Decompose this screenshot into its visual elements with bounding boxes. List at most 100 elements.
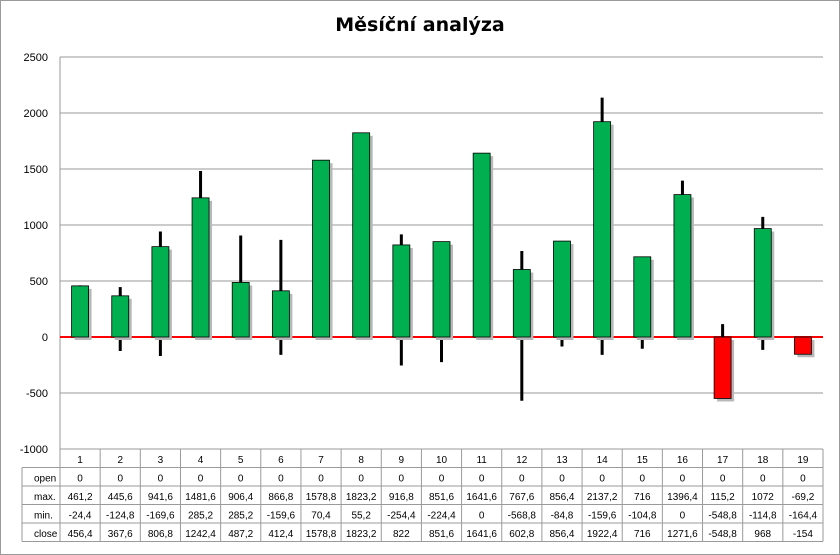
table-cell: 1578,8 (306, 492, 337, 503)
table-cell: 0 (800, 474, 806, 485)
candle-body (111, 295, 130, 338)
table-cell: 0 (358, 474, 364, 485)
table-cell: 0 (77, 474, 83, 485)
y-tick-label: 500 (30, 276, 48, 288)
table-cell: 1072 (752, 492, 775, 503)
x-category-label: 9 (399, 455, 405, 466)
table-cell: 1922,4 (587, 529, 618, 540)
candle-body (271, 290, 290, 338)
table-cell: 0 (599, 474, 605, 485)
candle-body (713, 336, 732, 399)
table-cell: -254,4 (387, 511, 416, 522)
table-cell: 716 (634, 492, 651, 503)
table-cell: -154 (793, 529, 813, 540)
table-cell: 851,6 (429, 529, 454, 540)
y-tick-label: 1000 (24, 220, 48, 232)
table-cell: 0 (720, 474, 726, 485)
candle-body (71, 285, 89, 338)
table-cell: 0 (399, 474, 405, 485)
table-cell: -24,4 (69, 511, 92, 522)
table-cell: 2137,2 (587, 492, 618, 503)
x-category-label: 17 (717, 455, 729, 466)
table-row-label: min. (34, 511, 53, 522)
table-cell: -104,8 (628, 511, 657, 522)
table-cell: -84,8 (551, 511, 574, 522)
candle-body (593, 121, 612, 338)
table-cell: 0 (439, 474, 445, 485)
table-cell: 806,8 (148, 529, 173, 540)
table-row-label: close (34, 529, 58, 540)
table-cell: 1641,6 (466, 529, 497, 540)
table-cell: -159,6 (588, 511, 617, 522)
table-cell: 55,2 (351, 511, 371, 522)
x-category-label: 19 (797, 455, 809, 466)
table-cell: 968 (754, 529, 771, 540)
candle-body (151, 246, 170, 338)
table-cell: 851,6 (429, 492, 454, 503)
table-cell: -164,4 (789, 511, 818, 522)
x-category-label: 13 (556, 455, 568, 466)
x-category-label: 1 (77, 455, 83, 466)
x-category-label: 15 (637, 455, 649, 466)
table-cell: 0 (760, 474, 766, 485)
table-cell: 0 (479, 474, 485, 485)
candle-body (673, 194, 692, 338)
table-cell: 115,2 (710, 492, 735, 503)
x-category-label: 7 (318, 455, 324, 466)
table-cell: 602,8 (509, 529, 534, 540)
table-cell: 0 (318, 474, 324, 485)
candle-body (432, 241, 451, 338)
x-category-label: 18 (757, 455, 769, 466)
table-cell: 487,2 (228, 529, 253, 540)
table-cell: 866,8 (268, 492, 293, 503)
y-tick-label: 2000 (24, 108, 48, 120)
table-cell: 822 (393, 529, 410, 540)
y-tick-label: 2500 (24, 52, 48, 64)
table-cell: -568,8 (508, 511, 537, 522)
table-cell: 0 (519, 474, 525, 485)
table-cell: -548,8 (708, 529, 737, 540)
table-cell: 0 (640, 474, 646, 485)
x-category-label: 8 (358, 455, 364, 466)
table-cell: -169,6 (146, 511, 175, 522)
x-category-label: 10 (436, 455, 448, 466)
table-cell: 1578,8 (306, 529, 337, 540)
candle-body (553, 240, 571, 338)
candle-body (633, 256, 652, 338)
table-cell: 767,6 (509, 492, 534, 503)
table-cell: 0 (278, 474, 284, 485)
x-category-label: 6 (278, 455, 284, 466)
table-cell: -159,6 (267, 511, 296, 522)
table-cell: 0 (680, 474, 686, 485)
x-category-label: 2 (117, 455, 123, 466)
y-tick-label: 1500 (24, 164, 48, 176)
table-cell: 1242,4 (185, 529, 216, 540)
table-cell: 856,4 (549, 529, 574, 540)
table-cell: 941,6 (148, 492, 173, 503)
table-cell: 0 (559, 474, 565, 485)
table-cell: 906,4 (228, 492, 253, 503)
candle-body (753, 228, 772, 338)
candle-body (392, 244, 411, 338)
x-category-label: 16 (677, 455, 689, 466)
table-cell: 1396,4 (667, 492, 698, 503)
table-cell: 412,4 (268, 529, 293, 540)
x-category-label: 12 (516, 455, 528, 466)
table-cell: 1271,6 (667, 529, 698, 540)
x-category-label: 14 (597, 455, 609, 466)
candle-body (312, 159, 330, 338)
table-cell: 461,2 (68, 492, 93, 503)
candle-body (191, 197, 210, 338)
candle-body (472, 152, 491, 338)
table-row-label: open (34, 474, 56, 485)
table-cell: 285,2 (228, 511, 253, 522)
table-cell: -224,4 (427, 511, 456, 522)
table-cell: 0 (680, 511, 686, 522)
y-tick-label: -1000 (20, 444, 48, 456)
table-cell: -69,2 (792, 492, 815, 503)
table-cell: -114,8 (749, 511, 777, 522)
table-cell: -548,8 (708, 511, 737, 522)
table-cell: 1481,6 (185, 492, 216, 503)
chart-title: Měsíční analýza (335, 14, 505, 36)
